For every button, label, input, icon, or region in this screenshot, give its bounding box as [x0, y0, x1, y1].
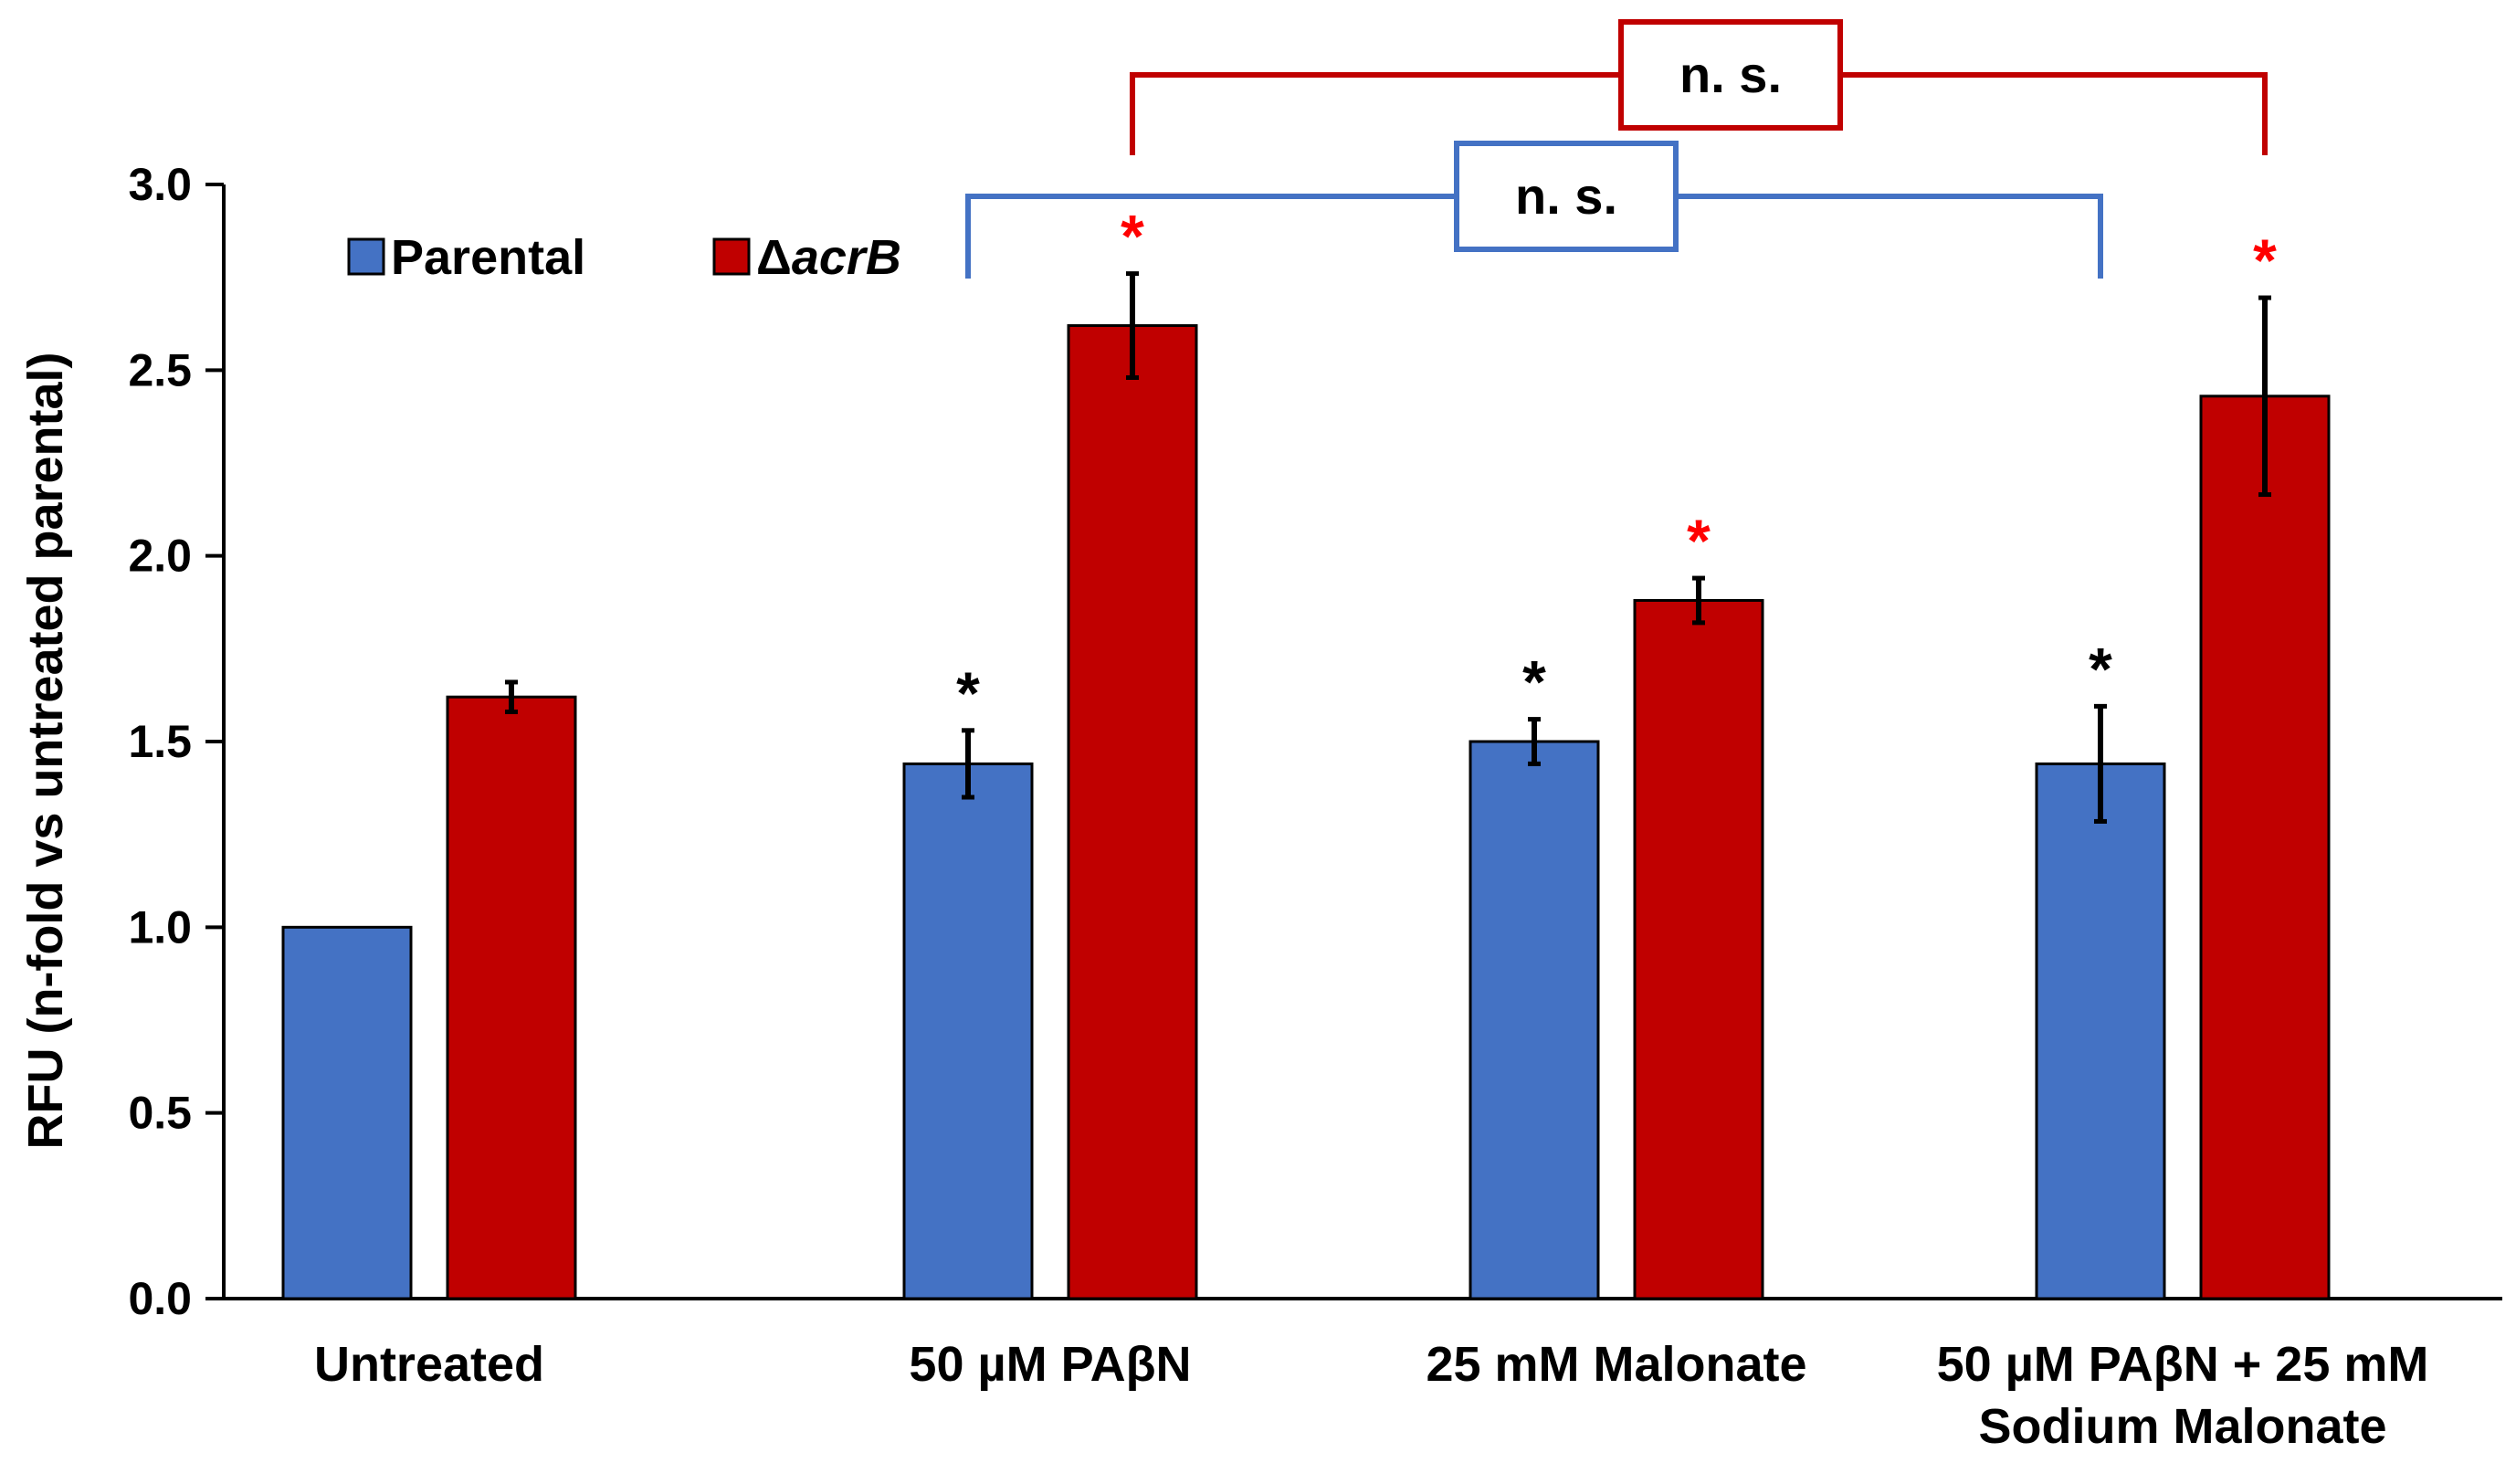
y-tick-label: 3.0 [128, 159, 192, 210]
bar-acrb [1633, 598, 1764, 1300]
y-tick-label: 2.5 [128, 344, 192, 395]
comparison-label-box [1454, 141, 1679, 252]
x-category-label: 50 µM PAβN [909, 1337, 1191, 1392]
y-tick-label: 1.5 [128, 716, 192, 767]
significance-star: * [2089, 635, 2112, 702]
bar-acrb [1067, 324, 1198, 1300]
y-tick-label: 0.5 [128, 1088, 192, 1139]
bar-parental [902, 762, 1034, 1300]
chart-legend: Parental ΔacrB [347, 230, 901, 285]
significance-star: * [1522, 648, 1546, 716]
bar-parental [2035, 762, 2166, 1300]
bar-parental [281, 925, 413, 1300]
y-tick-label: 2.0 [128, 531, 192, 582]
y-tick-label: 0.0 [128, 1273, 192, 1324]
comparison-label: n. s. [1515, 167, 1617, 225]
x-category-label: 25 mM Malonate [1426, 1337, 1806, 1392]
y-tick-label: 1.0 [128, 901, 192, 952]
x-category-label: Untreated [314, 1337, 544, 1392]
legend-label-parental: Parental [391, 230, 585, 285]
comparison-label-box [1618, 19, 1843, 131]
legend-swatch-parental [347, 237, 385, 276]
y-axis-label: RFU (n-fold vs untreated parental) [18, 352, 73, 1149]
bar-parental [1469, 740, 1600, 1300]
comparison-label: n. s. [1679, 46, 1782, 103]
bar-acrb [446, 695, 577, 1300]
significance-star: * [2253, 226, 2277, 294]
legend-label-acrb: ΔacrB [756, 230, 901, 285]
bar-acrb [2199, 395, 2331, 1300]
significance-star: * [1121, 203, 1144, 270]
x-category-label: 50 µM PAβN + 25 mM [1937, 1337, 2429, 1392]
chart-axes: 0.0 0.5 1.0 1.5 2.0 2.5 3.0 RFU (n-fold vs untr… [18, 159, 2502, 1454]
chart-annotations: * * * * * * n. s. n. s. [956, 19, 2277, 727]
x-category-label: Sodium Malonate [1978, 1399, 2386, 1454]
legend-swatch-acrb [712, 237, 751, 276]
chart-bars [281, 271, 2331, 1300]
significance-star: * [956, 659, 980, 727]
significance-star: * [1687, 507, 1711, 574]
